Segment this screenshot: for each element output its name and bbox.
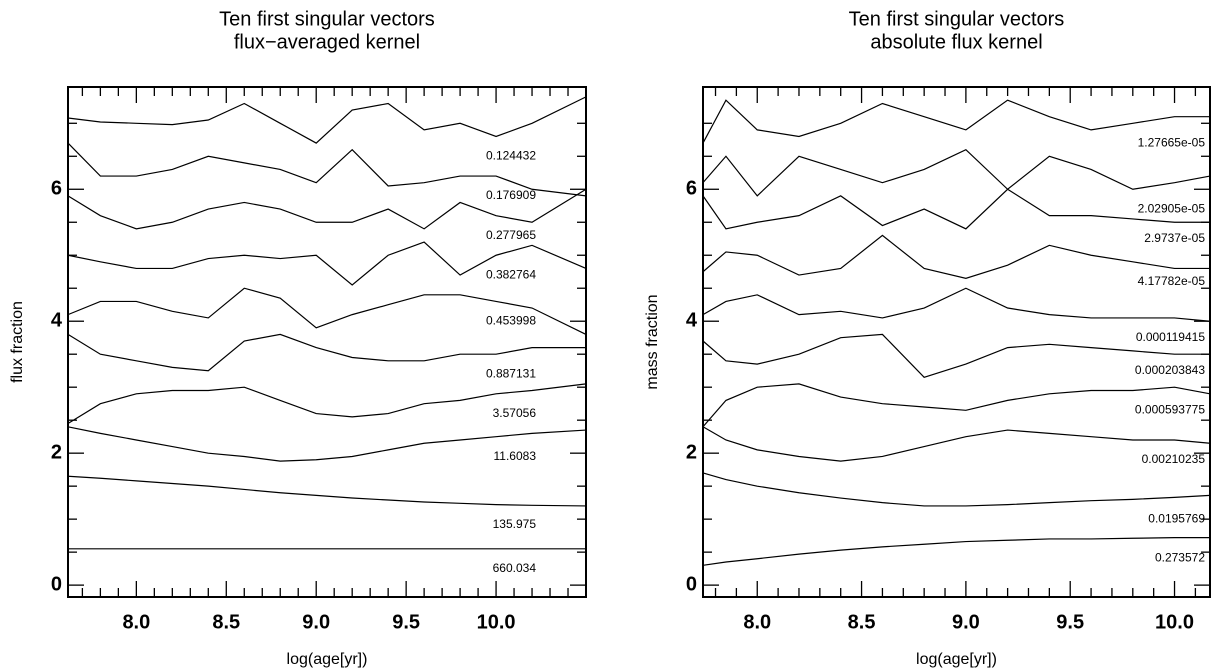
x-tick-label: 10.0	[1155, 611, 1194, 633]
line-label: 0.277965	[486, 228, 536, 242]
x-axis-label: log(age[yr])	[287, 651, 368, 668]
chart-title: Ten first singular vectors	[849, 8, 1065, 30]
line-label: 0.124432	[486, 149, 536, 163]
line-label: 0.453998	[486, 314, 536, 328]
series-line	[67, 287, 587, 335]
x-tick-label: 8.0	[122, 611, 150, 633]
y-axis-label: mass fraction	[644, 294, 661, 389]
line-label: 660.034	[493, 561, 537, 575]
line-label: 0.176909	[486, 188, 536, 202]
series-line	[702, 287, 1211, 322]
line-label: 0.000593775	[1135, 403, 1205, 417]
x-tick-label: 10.0	[477, 611, 516, 633]
line-label: 0.000119415	[1136, 330, 1206, 344]
series-line	[702, 537, 1210, 566]
y-tick-label: 2	[51, 441, 62, 463]
y-tick-label: 4	[686, 309, 698, 331]
x-tick-label: 9.0	[952, 611, 980, 633]
plot-frame	[67, 86, 587, 598]
series-line	[67, 188, 587, 230]
series-line	[67, 241, 587, 286]
y-tick-label: 0	[686, 573, 697, 595]
line-label: 0.382764	[486, 267, 536, 281]
series-line	[67, 96, 587, 144]
line-label: 1.27665e-05	[1138, 135, 1206, 149]
line-label: 4.17782e-05	[1138, 274, 1206, 288]
x-tick-label: 8.5	[212, 611, 240, 633]
series-line	[702, 426, 1211, 462]
line-label: 0.887131	[486, 366, 536, 380]
y-tick-label: 0	[51, 573, 62, 595]
y-axis-label: flux fraction	[9, 301, 26, 383]
plot-frame	[702, 86, 1211, 598]
x-tick-label: 8.5	[848, 611, 876, 633]
series-line	[702, 188, 1210, 230]
y-tick-label: 6	[686, 178, 697, 200]
y-tick-label: 4	[51, 309, 63, 331]
series-line	[702, 383, 1211, 428]
chart-title: Ten first singular vectors	[219, 8, 435, 30]
line-label: 0.0195769	[1148, 512, 1205, 526]
y-tick-label: 6	[51, 178, 62, 200]
line-label: 3.57056	[493, 406, 537, 420]
line-label: 135.975	[493, 517, 537, 531]
chart-subtitle: flux−averaged kernel	[234, 31, 420, 53]
line-label: 0.00210235	[1142, 452, 1206, 466]
line-label: 2.02905e-05	[1138, 201, 1206, 215]
x-tick-label: 8.0	[743, 611, 771, 633]
series-line	[702, 148, 1211, 197]
series-line	[702, 472, 1211, 507]
x-tick-label: 9.5	[1056, 611, 1084, 633]
x-tick-label: 9.5	[392, 611, 420, 633]
line-label: 11.6083	[494, 449, 537, 463]
series-line	[67, 142, 587, 197]
x-tick-label: 9.0	[302, 611, 330, 633]
series-line	[67, 333, 586, 372]
series-line	[702, 234, 1210, 279]
chart-subtitle: absolute flux kernel	[870, 31, 1042, 53]
series-line	[67, 475, 587, 507]
series-line	[702, 333, 1210, 378]
x-axis-label: log(age[yr])	[916, 651, 997, 668]
series-line	[702, 99, 1210, 144]
line-label: 2.9737e-05	[1144, 231, 1205, 245]
series-line	[67, 426, 587, 462]
line-label: 0.000203843	[1135, 363, 1205, 377]
line-label: 0.273572	[1155, 550, 1205, 564]
series-line	[67, 383, 587, 424]
y-tick-label: 2	[686, 441, 697, 463]
